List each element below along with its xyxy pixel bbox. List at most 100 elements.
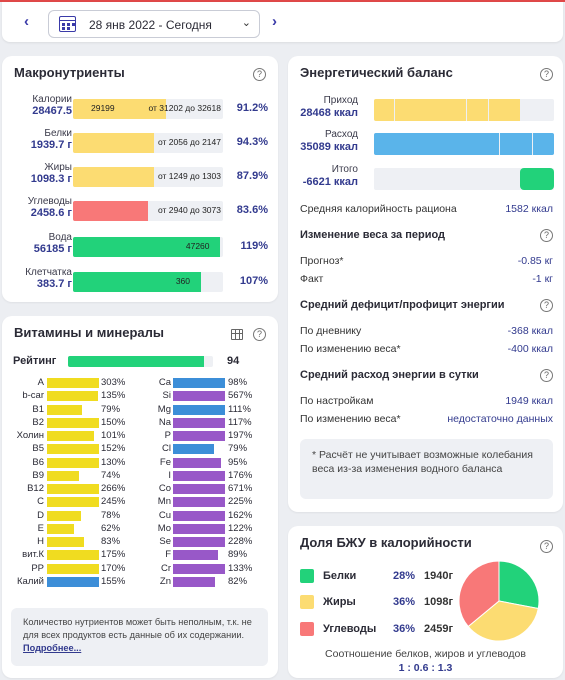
nutrient-name: I — [168, 469, 171, 481]
mineral-row: Cr 133% — [2, 563, 278, 575]
nutrient-percent: 245% — [101, 496, 126, 508]
macro-bar-fill — [73, 237, 220, 257]
vitamins-note-text: Количество нутриентов может быть неполны… — [23, 617, 252, 640]
help-icon[interactable]: ? — [540, 369, 553, 382]
legend-swatch — [300, 595, 314, 609]
rating-fill — [68, 356, 205, 367]
help-icon[interactable]: ? — [540, 540, 553, 553]
macro-bar-norm: 360 — [175, 276, 190, 286]
expense-row: Расход 35089 ккал — [288, 129, 565, 161]
spend-title: Средний расход энергии в сутки — [300, 369, 479, 381]
total-row: Итого -6621 ккал — [288, 164, 565, 196]
nutrient-name: B2 — [32, 416, 44, 428]
vitamin-row: Холин 101% — [2, 430, 278, 442]
help-icon[interactable]: ? — [253, 68, 266, 81]
bju-percent: 36% — [393, 596, 416, 608]
chevron-right-icon[interactable]: › — [272, 13, 277, 30]
pie-slice — [498, 560, 540, 610]
bju-row: Жиры 36% 1098г — [300, 593, 460, 613]
chevron-down-icon: ⌄ — [241, 17, 251, 29]
mineral-row: Cu 162% — [2, 510, 278, 522]
bju-name: Жиры — [323, 596, 356, 608]
total-value: -6621 ккал — [302, 176, 358, 188]
nutrient-bar — [173, 576, 215, 587]
nutrient-percent: 122% — [228, 522, 253, 534]
energy-bar-segment — [466, 99, 489, 121]
nutrient-percent: 101% — [101, 430, 126, 441]
energy-bar-segment — [374, 99, 395, 121]
energy-card: Энергетический баланс ? Приход 28468 кка… — [288, 56, 563, 512]
mineral-row: P 197% — [2, 430, 278, 442]
nutrient-name: F — [165, 549, 171, 561]
nutrient-percent: 74% — [101, 469, 121, 481]
weight-change-value: -400 ккал — [507, 343, 553, 355]
macro-row: Калории 28467.5 29199 от 31202 до 32618 91.2… — [2, 94, 279, 124]
fact-label: Факт — [300, 273, 324, 285]
nutrient-percent: 150% — [101, 416, 126, 428]
macro-bar: от 2940 до 3073 — [73, 201, 223, 221]
help-icon[interactable]: ? — [540, 299, 553, 312]
nutrient-bar — [173, 537, 225, 547]
vitamin-row: B2 150% — [2, 417, 278, 429]
nutrient-percent: 78% — [101, 509, 121, 521]
diary-label: По дневнику — [300, 325, 362, 337]
bju-grams: 1098г — [424, 596, 454, 608]
macro-bar: 360 — [73, 272, 223, 292]
macro-bar-norm: от 31202 до 32618 — [148, 103, 221, 113]
nutrient-percent: 82% — [228, 575, 248, 587]
vitamin-row: B1 79% — [2, 404, 278, 416]
weight-change-row: По изменению веса* -400 ккал — [300, 343, 553, 357]
top-accent-line — [0, 0, 565, 2]
nutrient-name: Co — [158, 483, 171, 494]
chevron-left-icon[interactable]: ‹ — [24, 13, 29, 30]
nutrient-percent: 135% — [101, 390, 126, 402]
mineral-row: Mo 122% — [2, 523, 278, 535]
help-icon[interactable]: ? — [540, 229, 553, 242]
nutrient-bar — [173, 510, 225, 521]
forecast-label: Прогноз* — [300, 255, 344, 267]
forecast-row: Прогноз* -0.85 кг — [300, 255, 553, 269]
nutrient-bar — [173, 417, 225, 428]
income-value: 28468 ккал — [300, 107, 358, 119]
date-range-label: 28 янв 2022 - Сегодня — [89, 18, 212, 32]
weight-change2-value: недостаточно данных — [447, 413, 553, 425]
vitamin-row: Калий 155% — [2, 576, 278, 588]
vitamin-row: b-car 135% — [2, 390, 278, 402]
more-link[interactable]: Подробнее... — [23, 643, 82, 653]
macro-label: Углеводы — [27, 196, 72, 207]
nutrient-name: E — [37, 522, 44, 534]
nutrient-bar — [173, 391, 225, 402]
help-icon[interactable]: ? — [253, 328, 266, 341]
deficit-title: Средний дефицит/профицит энергии — [300, 299, 505, 311]
bju-card: Доля БЖУ в калорийности ? Белки 28% 1940г Ж… — [288, 526, 563, 678]
nutrient-bar — [173, 550, 218, 561]
macro-value: 1939.7 г — [30, 139, 72, 151]
macro-label: Жиры — [44, 162, 72, 173]
macro-bar-fill — [73, 272, 201, 292]
macro-row: Вода 56185 г 47260 119% — [2, 232, 279, 262]
rating-bar — [68, 356, 213, 367]
energy-bar-segment — [426, 99, 466, 121]
nutrient-bar — [47, 523, 75, 534]
avg-calorie-row: Средняя калорийность рациона 1582 ккал — [300, 203, 553, 217]
nutrient-percent: 266% — [101, 483, 126, 494]
date-range-select[interactable]: 28 янв 2022 - Сегодня ⌄ — [48, 10, 260, 38]
nutrient-bar — [47, 417, 99, 428]
nutrient-bar — [47, 444, 99, 455]
settings-row: По настройкам 1949 ккал — [300, 395, 553, 409]
macro-value: 28467.5 — [32, 105, 72, 117]
table-icon[interactable] — [231, 329, 243, 340]
mineral-row: Si 567% — [2, 390, 278, 402]
avg-calorie-value: 1582 ккал — [505, 203, 553, 215]
nutrient-name: Si — [162, 390, 171, 402]
nutrient-percent: 83% — [101, 536, 121, 547]
nutrient-name: Mo — [157, 522, 171, 534]
nutrient-bar — [173, 457, 221, 468]
expense-bar — [374, 133, 554, 155]
bju-row: Углеводы 36% 2459г — [300, 620, 460, 640]
help-icon[interactable]: ? — [540, 68, 553, 81]
nutrient-bar — [47, 404, 83, 415]
macro-bar: 29199 от 31202 до 32618 — [73, 99, 223, 119]
income-bar — [374, 99, 554, 121]
macro-bar-fill — [73, 167, 154, 187]
